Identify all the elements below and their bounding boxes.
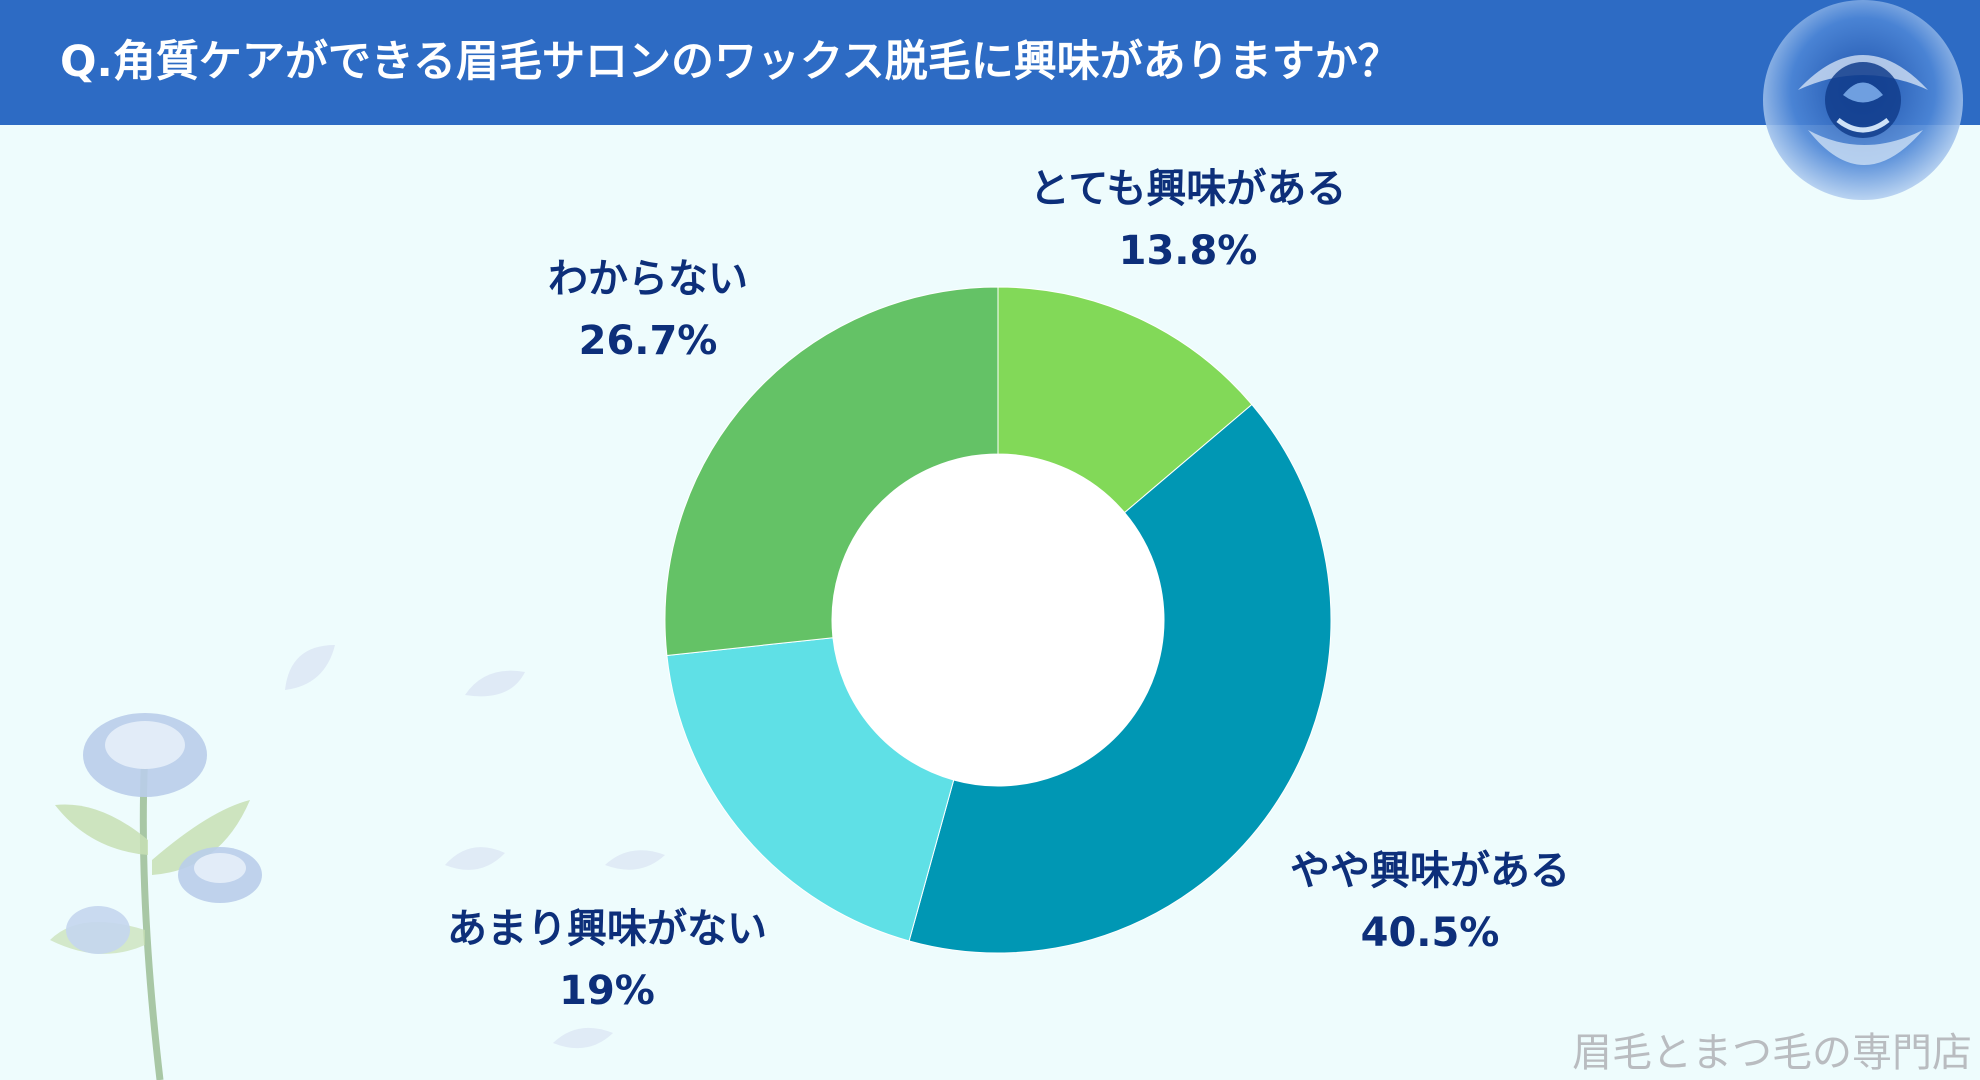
page-title: Q.角質ケアができる眉毛サロンのワックス脱毛に興味がありますか？: [60, 37, 1401, 87]
blue-rose-icon: [1763, 0, 1963, 200]
slice-label-somewhat-interested: やや興味がある 40.5%: [1210, 840, 1650, 964]
slice-label-text: あまり興味がない: [447, 906, 767, 952]
slice-label-text: やや興味がある: [1290, 848, 1570, 894]
slice-label-dont-know: わからない 26.7%: [428, 248, 868, 372]
slice-label-text: とても興味がある: [1029, 166, 1347, 212]
slice-label-very-interested: とても興味がある 13.8%: [968, 158, 1408, 282]
slice-value-text: 19%: [559, 968, 655, 1014]
rose-stem-illustration: [50, 713, 262, 1080]
petal-icon: [605, 850, 665, 870]
header-bar: Q.角質ケアができる眉毛サロンのワックス脱毛に興味がありますか？: [0, 0, 1980, 125]
slice-somewhat-interested: [908, 403, 1332, 954]
slice-value-text: 26.7%: [578, 318, 718, 364]
petal-icon: [465, 670, 525, 697]
slice-value-text: 40.5%: [1360, 910, 1500, 956]
watermark-text: 眉毛とまつ毛の専門店: [1572, 1030, 1972, 1076]
petal-icon: [553, 1027, 613, 1049]
slice-label-text: わからない: [548, 256, 748, 302]
petal-icon: [445, 847, 505, 870]
petal-icon: [285, 645, 335, 690]
slice-value-text: 13.8%: [1118, 228, 1258, 274]
donut-hole: [832, 454, 1164, 786]
slice-label-not-very-interested: あまり興味がない 19%: [387, 898, 827, 1022]
